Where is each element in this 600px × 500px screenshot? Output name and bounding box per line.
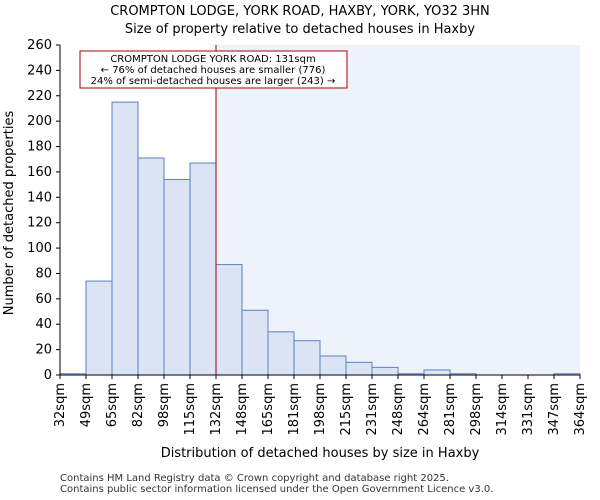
annotation-line-3: 24% of semi-detached houses are larger (… xyxy=(91,76,336,87)
histogram-chart: 0 20 40 60 80 100 120 140 160 180 200 220 240 260 32sq… xyxy=(2,38,588,461)
x-tick-label-32sqm: 32sqm xyxy=(53,383,68,427)
x-axis-title: Distribution of detached houses by size … xyxy=(161,446,480,461)
y-tick-label-220: 220 xyxy=(27,89,52,104)
y-tick-label-100: 100 xyxy=(27,241,52,256)
x-tick-label-347sqm: 347sqm xyxy=(547,383,562,436)
y-tick-label-140: 140 xyxy=(27,190,52,205)
x-tick-label-165sqm: 165sqm xyxy=(261,383,276,436)
footer-line-2: Contains public sector information licen… xyxy=(60,484,494,495)
y-tick-label-40: 40 xyxy=(35,317,52,332)
y-tick-label-60: 60 xyxy=(35,292,52,307)
y-tick-label-260: 260 xyxy=(27,38,52,53)
bar-181sqm xyxy=(293,340,321,376)
x-tick-label-98sqm: 98sqm xyxy=(157,383,172,427)
footer-line-1: Contains HM Land Registry data © Crown c… xyxy=(60,473,449,484)
bar-231sqm xyxy=(371,366,399,376)
x-tick-label-82sqm: 82sqm xyxy=(131,383,146,427)
x-tick-label-281sqm: 281sqm xyxy=(443,383,458,436)
x-tick-label-65sqm: 65sqm xyxy=(105,383,120,427)
y-tick-label-20: 20 xyxy=(35,343,52,358)
chart-subtitle: Size of property relative to detached ho… xyxy=(124,22,476,37)
y-tick-label-160: 160 xyxy=(27,165,52,180)
x-tick-label-331sqm: 331sqm xyxy=(521,383,536,436)
bar-98sqm xyxy=(163,179,191,376)
y-tick-label-0: 0 xyxy=(44,368,52,383)
x-tick-label-132sqm: 132sqm xyxy=(209,383,224,436)
bar-148sqm xyxy=(241,309,269,376)
bar-132sqm xyxy=(215,264,243,376)
y-tick-label-80: 80 xyxy=(35,266,52,281)
x-tick-label-264sqm: 264sqm xyxy=(417,383,432,436)
y-axis-title: Number of detached properties xyxy=(2,111,17,316)
x-tick-label-231sqm: 231sqm xyxy=(365,383,380,436)
bar-65sqm xyxy=(111,101,139,376)
x-tick-label-148sqm: 148sqm xyxy=(235,383,250,436)
y-tick-label-200: 200 xyxy=(27,114,52,129)
annotation-line-1: CROMPTON LODGE YORK ROAD: 131sqm xyxy=(110,54,315,65)
highlight-region xyxy=(216,45,580,375)
bar-49sqm xyxy=(85,280,113,376)
bar-82sqm xyxy=(137,157,165,376)
bar-264sqm xyxy=(423,369,451,376)
x-tick-label-248sqm: 248sqm xyxy=(391,383,406,436)
chart-title: CROMPTON LODGE, YORK ROAD, HAXBY, YORK, … xyxy=(110,4,490,19)
annotation-line-2: ← 76% of detached houses are smaller (77… xyxy=(101,65,326,76)
annotation-box xyxy=(79,50,348,89)
bar-198sqm xyxy=(319,355,347,376)
x-tick-label-115sqm: 115sqm xyxy=(183,383,198,436)
bar-165sqm xyxy=(267,331,295,376)
x-tick-label-198sqm: 198sqm xyxy=(313,383,328,436)
bar-115sqm xyxy=(189,162,217,376)
x-tick-label-49sqm: 49sqm xyxy=(79,383,94,427)
x-tick-label-314sqm: 314sqm xyxy=(495,383,510,436)
bar-215sqm xyxy=(345,361,373,376)
x-tick-label-298sqm: 298sqm xyxy=(469,383,484,436)
y-tick-label-180: 180 xyxy=(27,140,52,155)
x-tick-label-215sqm: 215sqm xyxy=(339,383,354,436)
x-tick-label-364sqm: 364sqm xyxy=(573,383,588,436)
y-tick-label-120: 120 xyxy=(27,216,52,231)
y-tick-label-240: 240 xyxy=(27,63,52,78)
x-tick-label-181sqm: 181sqm xyxy=(287,383,302,436)
